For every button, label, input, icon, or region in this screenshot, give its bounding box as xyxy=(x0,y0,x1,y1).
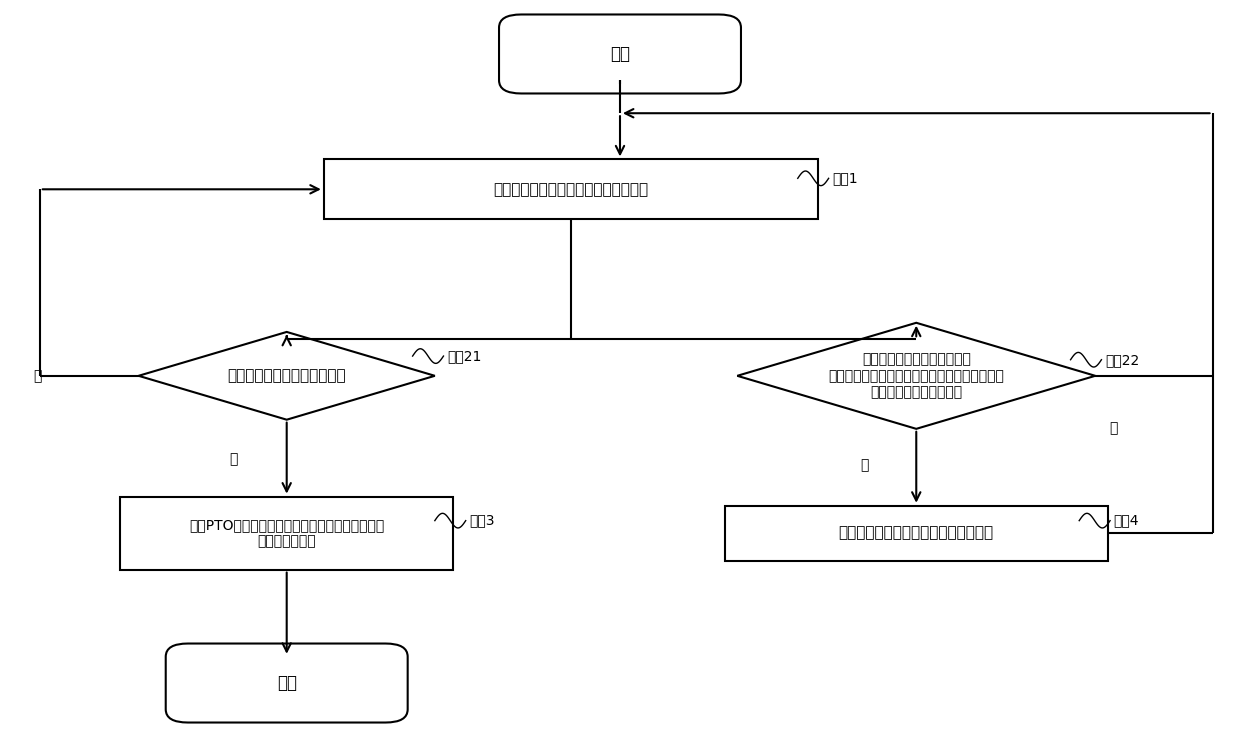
Text: 步骤3: 步骤3 xyxy=(470,514,495,528)
Text: 结束: 结束 xyxy=(277,674,296,692)
Text: 步骤1: 步骤1 xyxy=(832,171,858,185)
Text: 步骤4: 步骤4 xyxy=(1114,514,1140,528)
Text: 否: 否 xyxy=(861,458,868,472)
Polygon shape xyxy=(139,332,435,419)
FancyBboxPatch shape xyxy=(166,643,408,722)
Text: 否: 否 xyxy=(33,368,41,383)
Text: 响应PTO开关输出的开关信号，控制纯电动自卸车
的上装货箱举升: 响应PTO开关输出的开关信号，控制纯电动自卸车 的上装货箱举升 xyxy=(188,518,384,548)
Bar xyxy=(725,506,1107,561)
Text: 根据获取到的所有位置得到纯
电动自卸车的实际运输路径，判断实际运输路径
与预设运输路径是否相同: 根据获取到的所有位置得到纯 电动自卸车的实际运输路径，判断实际运输路径 与预设运… xyxy=(828,352,1004,399)
Polygon shape xyxy=(738,323,1095,429)
Text: 控制纯电动自卸车按预设限制速度行驶: 控制纯电动自卸车按预设限制速度行驶 xyxy=(838,525,993,540)
Text: 判断位置是否处于目标区域内: 判断位置是否处于目标区域内 xyxy=(227,368,346,383)
Text: 步骤21: 步骤21 xyxy=(448,349,481,363)
Bar xyxy=(324,159,817,220)
Text: 是: 是 xyxy=(229,453,238,467)
Text: 获取纯电动自卸车在运输过程中的位置: 获取纯电动自卸车在运输过程中的位置 xyxy=(494,182,649,197)
Text: 开始: 开始 xyxy=(610,45,630,63)
FancyBboxPatch shape xyxy=(498,15,742,94)
Bar xyxy=(120,497,454,570)
Text: 是: 是 xyxy=(1110,422,1118,436)
Text: 步骤22: 步骤22 xyxy=(1105,353,1140,367)
